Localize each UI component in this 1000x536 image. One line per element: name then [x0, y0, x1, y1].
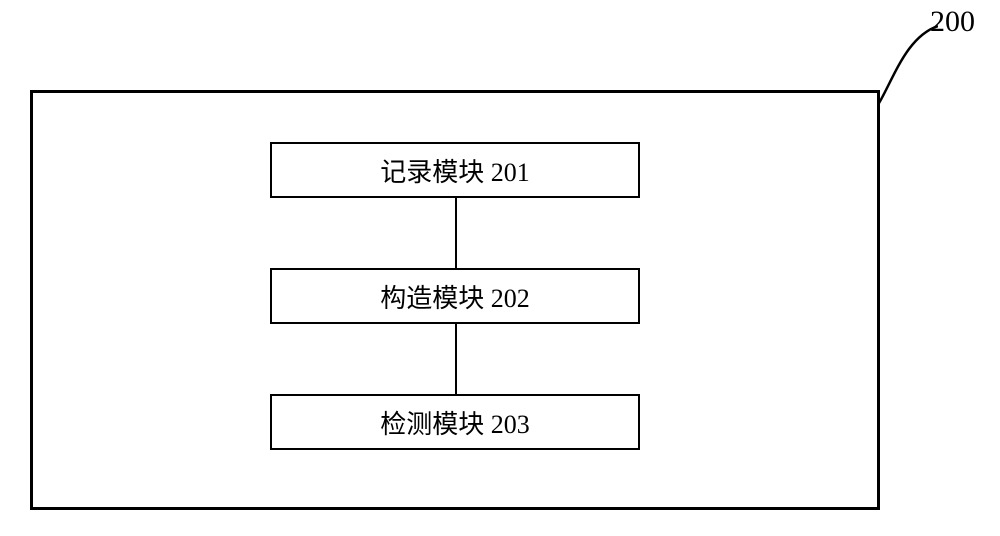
connector-2-3 [455, 324, 457, 394]
module-label: 记录模块 201 [380, 152, 530, 189]
module-box-detect: 检测模块 203 [270, 394, 640, 450]
module-box-record: 记录模块 201 [270, 142, 640, 198]
connector-1-2 [455, 198, 457, 268]
module-box-construct: 构造模块 202 [270, 268, 640, 324]
module-label: 构造模块 202 [380, 278, 530, 315]
module-label: 检测模块 203 [380, 404, 530, 441]
diagram-canvas: 200 记录模块 201 构造模块 202 检测模块 203 [0, 0, 1000, 536]
